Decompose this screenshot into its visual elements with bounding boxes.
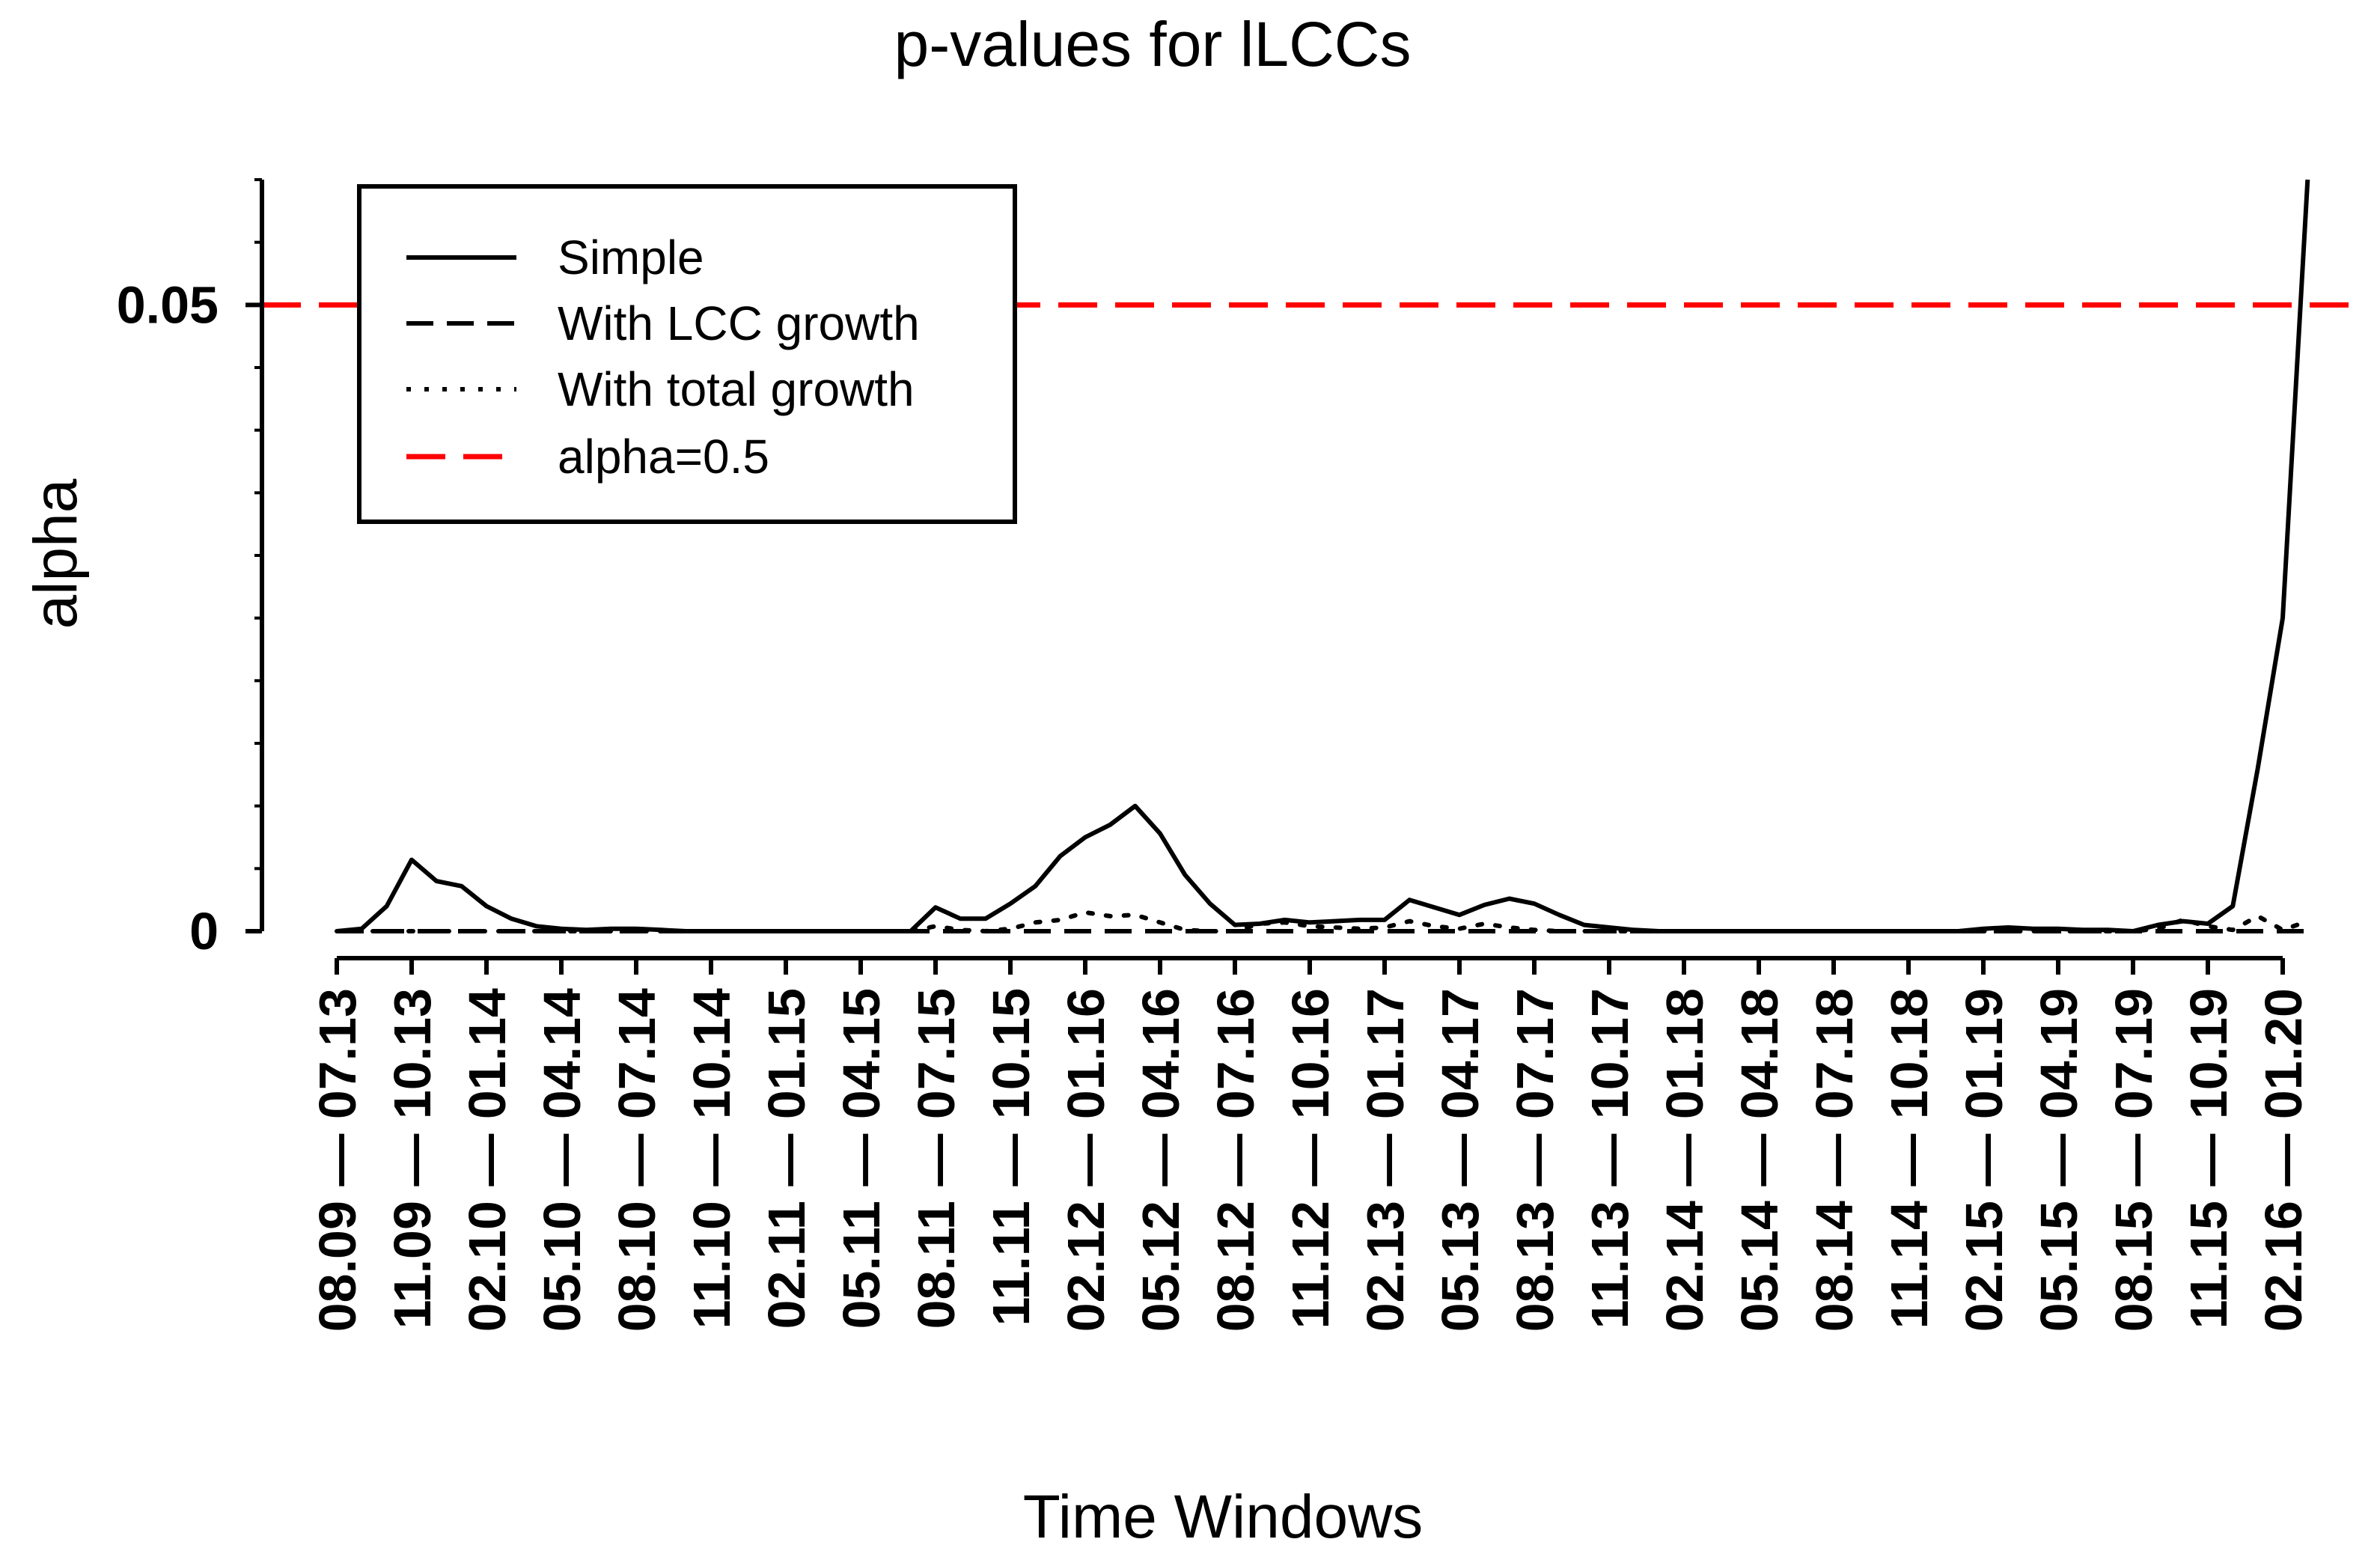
x-tick-label: 05.14 — 04.18	[1730, 988, 1789, 1332]
x-tick-label: 08.15 — 07.19	[2105, 988, 2163, 1332]
x-tick-label: 02.15 — 01.19	[1955, 988, 2013, 1332]
x-axis-title: Time Windows	[1023, 1483, 1424, 1551]
x-tick-label: 02.13 — 01.17	[1356, 988, 1415, 1332]
x-tick-label: 11.11 — 10.15	[982, 988, 1040, 1326]
x-tick-label: 11.13 — 10.17	[1581, 988, 1639, 1329]
x-tick-label: 11.12 — 10.16	[1281, 988, 1340, 1329]
y-ticks: 00.05	[117, 275, 262, 960]
legend-label-alpha: alpha=0.5	[558, 430, 769, 484]
y-tick-label: 0	[189, 902, 219, 960]
legend-box	[357, 184, 1017, 524]
chart-title: p-values for lLCCs	[894, 9, 1412, 79]
legend-label-total-growth: With total growth	[558, 362, 915, 416]
x-tick-label: 05.13 — 04.17	[1431, 988, 1489, 1332]
series-line-simple	[336, 179, 2310, 933]
x-tick-label: 02.14 — 01.18	[1656, 988, 1714, 1332]
x-tick-label: 08.11 — 07.15	[907, 988, 965, 1329]
x-tick-label: 02.11 — 01.15	[757, 988, 816, 1329]
x-tick-label: 02.12 — 01.16	[1057, 988, 1115, 1332]
x-tick-label: 05.12 — 04.16	[1132, 988, 1190, 1332]
x-tick-label: 05.15 — 04.19	[2030, 988, 2088, 1332]
y-tick-label: 0.05	[117, 275, 219, 334]
x-tick-label: 11.14 — 10.18	[1880, 988, 1938, 1329]
x-tick-label: 11.09 — 10.13	[383, 988, 442, 1329]
x-tick-label: 02.10 — 01.14	[458, 988, 516, 1332]
x-tick-label: 08.09 — 07.13	[308, 988, 367, 1332]
x-tick-label: 08.13 — 07.17	[1506, 988, 1564, 1332]
legend-label-simple: Simple	[558, 231, 704, 284]
x-tick-label: 08.14 — 07.18	[1805, 988, 1864, 1332]
x-tick-label: 02.16 — 01.20	[2254, 988, 2313, 1332]
x-tick-label: 05.10 — 04.14	[533, 988, 591, 1332]
x-tick-label: 08.10 — 07.14	[608, 988, 666, 1332]
y-axis-title: alpha	[22, 478, 90, 629]
x-tick-label: 11.15 — 10.19	[2179, 988, 2238, 1329]
legend: Simple With LCC growth With total growth…	[357, 184, 1017, 524]
x-tick-label: 08.12 — 07.16	[1206, 988, 1265, 1332]
legend-label-lcc-growth: With LCC growth	[558, 296, 920, 350]
x-ticks: 08.09 — 07.13 11.09 — 10.13 02.10 — 01.14 0…	[308, 958, 2313, 1332]
x-tick-label: 11.10 — 10.14	[683, 988, 741, 1329]
x-tick-label: 05.11 — 04.15	[832, 988, 891, 1329]
